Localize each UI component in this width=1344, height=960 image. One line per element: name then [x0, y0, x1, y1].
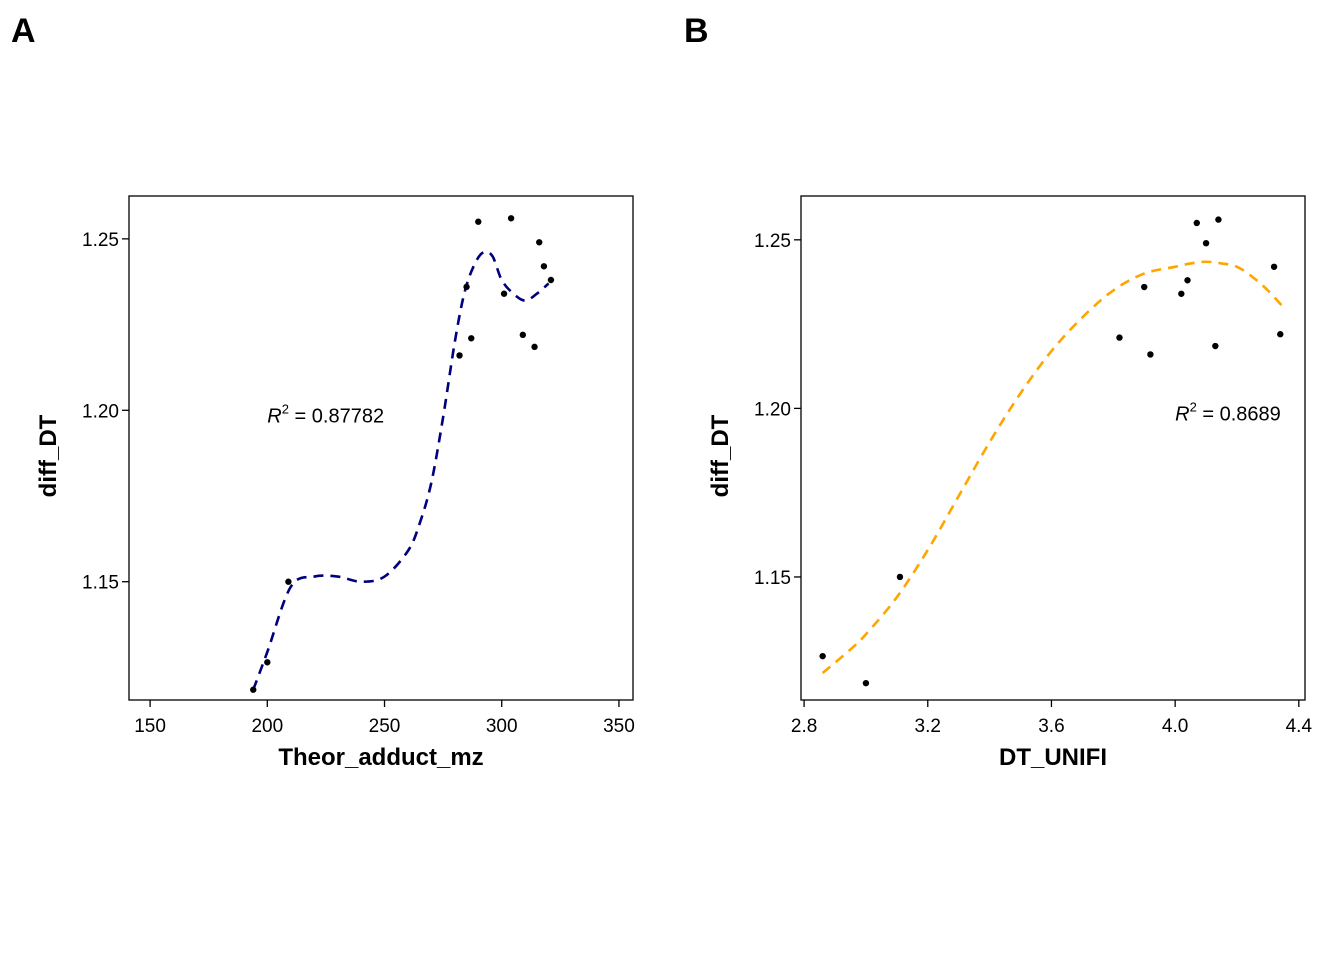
data-point [1116, 334, 1123, 341]
data-point [896, 573, 904, 581]
x-tick-label: 3.6 [1038, 716, 1064, 737]
y-axis-title: diff_DT [35, 414, 62, 497]
x-tick-label: 200 [251, 716, 283, 737]
r-symbol: R [267, 405, 281, 427]
data-point [507, 215, 515, 222]
y-tick-label: 1.25 [82, 230, 119, 251]
data-point [1212, 342, 1219, 350]
x-axis-title: Theor_adduct_mz [278, 744, 483, 771]
plot-frame [800, 195, 1306, 701]
x-tick-label: 150 [134, 716, 166, 737]
data-point [1215, 216, 1222, 223]
data-point [468, 335, 475, 342]
r-superscript: 2 [1190, 399, 1197, 414]
data-point [250, 686, 257, 693]
panel-label-b: B [684, 12, 709, 50]
y-tick-label: 1.15 [754, 568, 791, 589]
panel-label-a: A [11, 12, 36, 50]
data-point [519, 331, 527, 339]
fit-curve [821, 260, 1285, 675]
plot-frame [128, 195, 634, 701]
panel-b-plot: 2.8 3.2 3.6 4.0 4.4 1.15 1.20 1.25 DT_UNIFI diff_… [707, 195, 1313, 771]
r-superscript: 2 [282, 401, 289, 416]
fit-curve [252, 250, 550, 691]
data-point [1277, 331, 1284, 338]
data-point [536, 239, 543, 246]
x-tick-label: 2.8 [791, 716, 817, 737]
data-point [1270, 263, 1278, 270]
data-point [456, 352, 463, 359]
r-squared-annotation: R2 = 0.87782 [267, 401, 384, 427]
data-point [1193, 219, 1200, 227]
x-tick-label: 4.0 [1162, 716, 1188, 737]
y-tick-label: 1.15 [82, 573, 119, 594]
data-point [475, 218, 482, 225]
data-point [1147, 351, 1154, 358]
data-point [1202, 239, 1210, 247]
y-tick-label: 1.20 [754, 399, 791, 420]
r-symbol: R [1175, 403, 1189, 425]
panel-a-plot: 150 200 250 300 350 1.15 1.20 1.25 Theor_adduct_… [35, 195, 635, 771]
y-tick-label: 1.25 [754, 231, 791, 252]
x-tick-label: 4.4 [1286, 716, 1313, 737]
data-point [463, 283, 470, 291]
data-point [531, 343, 538, 351]
x-tick-label: 250 [369, 716, 401, 737]
data-point [819, 652, 826, 660]
data-point [862, 679, 870, 687]
data-point [1141, 283, 1148, 291]
r-value: = 0.87782 [289, 405, 384, 427]
x-tick-label: 350 [603, 716, 635, 737]
r-value: = 0.8689 [1197, 403, 1281, 425]
data-point [547, 276, 555, 284]
y-tick-label: 1.20 [82, 401, 119, 422]
data-point [264, 659, 271, 666]
data-point [540, 263, 548, 270]
x-axis-title: DT_UNIFI [999, 744, 1107, 771]
x-tick-label: 3.2 [915, 716, 941, 737]
y-axis-title: diff_DT [707, 414, 734, 497]
r-squared-annotation: R2 = 0.8689 [1175, 399, 1281, 425]
data-point [285, 578, 292, 585]
data-point [1184, 277, 1191, 284]
data-point [1178, 290, 1185, 297]
data-point [500, 290, 508, 297]
x-tick-label: 300 [486, 716, 518, 737]
